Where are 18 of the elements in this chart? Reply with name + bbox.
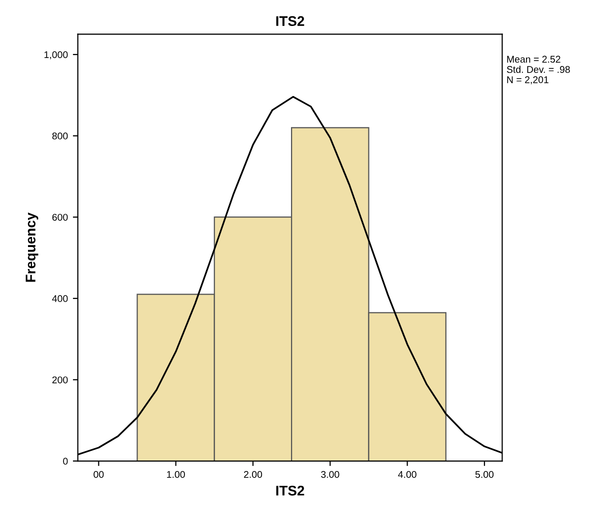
text: N = 2,201: [507, 76, 548, 84]
y-tick-label: 800: [52, 132, 68, 140]
x-tick-label: 3.00: [321, 471, 340, 478]
text: Std. Dev. = .98: [506, 66, 570, 73]
y-tick-label: 1,000: [44, 51, 68, 60]
y-tick-label: 400: [52, 295, 68, 302]
x-tick-label: 5.00: [475, 471, 494, 478]
x-tick-label: 1.00: [167, 471, 185, 478]
x-tick-label: 2.00: [244, 471, 262, 478]
x-tick-label: 00: [94, 471, 104, 478]
y-axis-title: Frequency: [26, 212, 38, 282]
y-tick-label: 0: [63, 458, 68, 465]
y-tick-label: 600: [52, 214, 68, 221]
y-tick-label: 200: [52, 376, 68, 384]
x-axis-title: ITS2: [276, 486, 304, 496]
text: Mean = 2.52: [507, 56, 560, 63]
x-tick-label: 4.00: [398, 471, 416, 478]
chart-title: ITS2: [276, 16, 304, 26]
